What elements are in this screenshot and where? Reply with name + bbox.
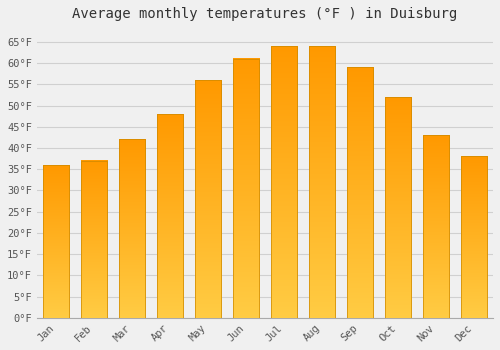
Bar bbox=[156, 114, 183, 318]
Bar bbox=[308, 46, 336, 318]
Bar bbox=[232, 59, 259, 318]
Bar bbox=[384, 97, 411, 318]
Bar bbox=[194, 80, 221, 318]
Bar bbox=[118, 140, 145, 318]
Bar bbox=[422, 135, 450, 318]
Bar bbox=[80, 161, 107, 318]
Bar bbox=[460, 156, 487, 318]
Bar bbox=[270, 46, 297, 318]
Bar bbox=[346, 67, 374, 318]
Title: Average monthly temperatures (°F ) in Duisburg: Average monthly temperatures (°F ) in Du… bbox=[72, 7, 458, 21]
Bar bbox=[42, 165, 69, 318]
